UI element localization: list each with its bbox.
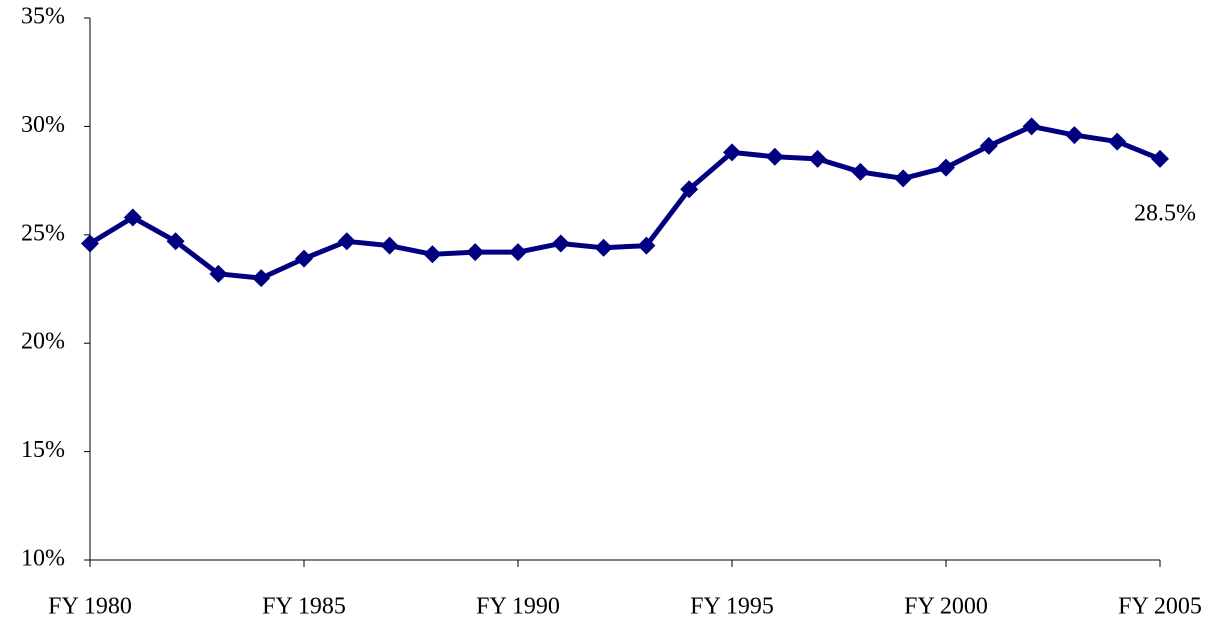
marker	[765, 147, 784, 166]
marker	[81, 234, 99, 253]
marker	[551, 234, 570, 253]
marker	[851, 162, 870, 181]
marker	[680, 180, 699, 199]
marker	[123, 208, 142, 227]
marker	[295, 249, 313, 268]
y-tick-label: 20%	[21, 329, 65, 355]
marker	[1022, 117, 1041, 136]
marker	[1065, 126, 1084, 145]
marker	[1108, 132, 1127, 151]
x-tick-label: FY 1980	[48, 594, 132, 620]
marker	[252, 269, 271, 288]
y-tick-label: 35%	[21, 4, 65, 30]
marker	[894, 169, 913, 188]
x-tick-label: FY 1990	[476, 594, 560, 620]
marker	[723, 143, 741, 162]
marker	[166, 232, 185, 251]
x-tick-label: FY 1995	[690, 594, 774, 620]
data-label: 28.5%	[1134, 200, 1196, 226]
marker	[509, 243, 527, 262]
marker	[209, 264, 228, 283]
marker	[808, 149, 827, 168]
marker	[594, 238, 613, 257]
marker	[937, 158, 955, 177]
marker	[979, 136, 998, 155]
marker	[423, 245, 442, 264]
marker	[1151, 149, 1169, 168]
marker	[380, 236, 399, 255]
x-tick-label: FY 2000	[904, 594, 988, 620]
marker	[637, 236, 656, 255]
marker	[466, 243, 485, 262]
x-tick-label: FY 2005	[1118, 594, 1202, 620]
y-tick-label: 30%	[21, 112, 65, 138]
y-tick-label: 25%	[21, 220, 65, 246]
series-line	[88, 123, 1161, 281]
x-tick-label: FY 1985	[262, 594, 346, 620]
y-tick-label: 10%	[21, 546, 65, 572]
y-tick-label: 15%	[21, 437, 65, 463]
marker	[337, 232, 356, 251]
